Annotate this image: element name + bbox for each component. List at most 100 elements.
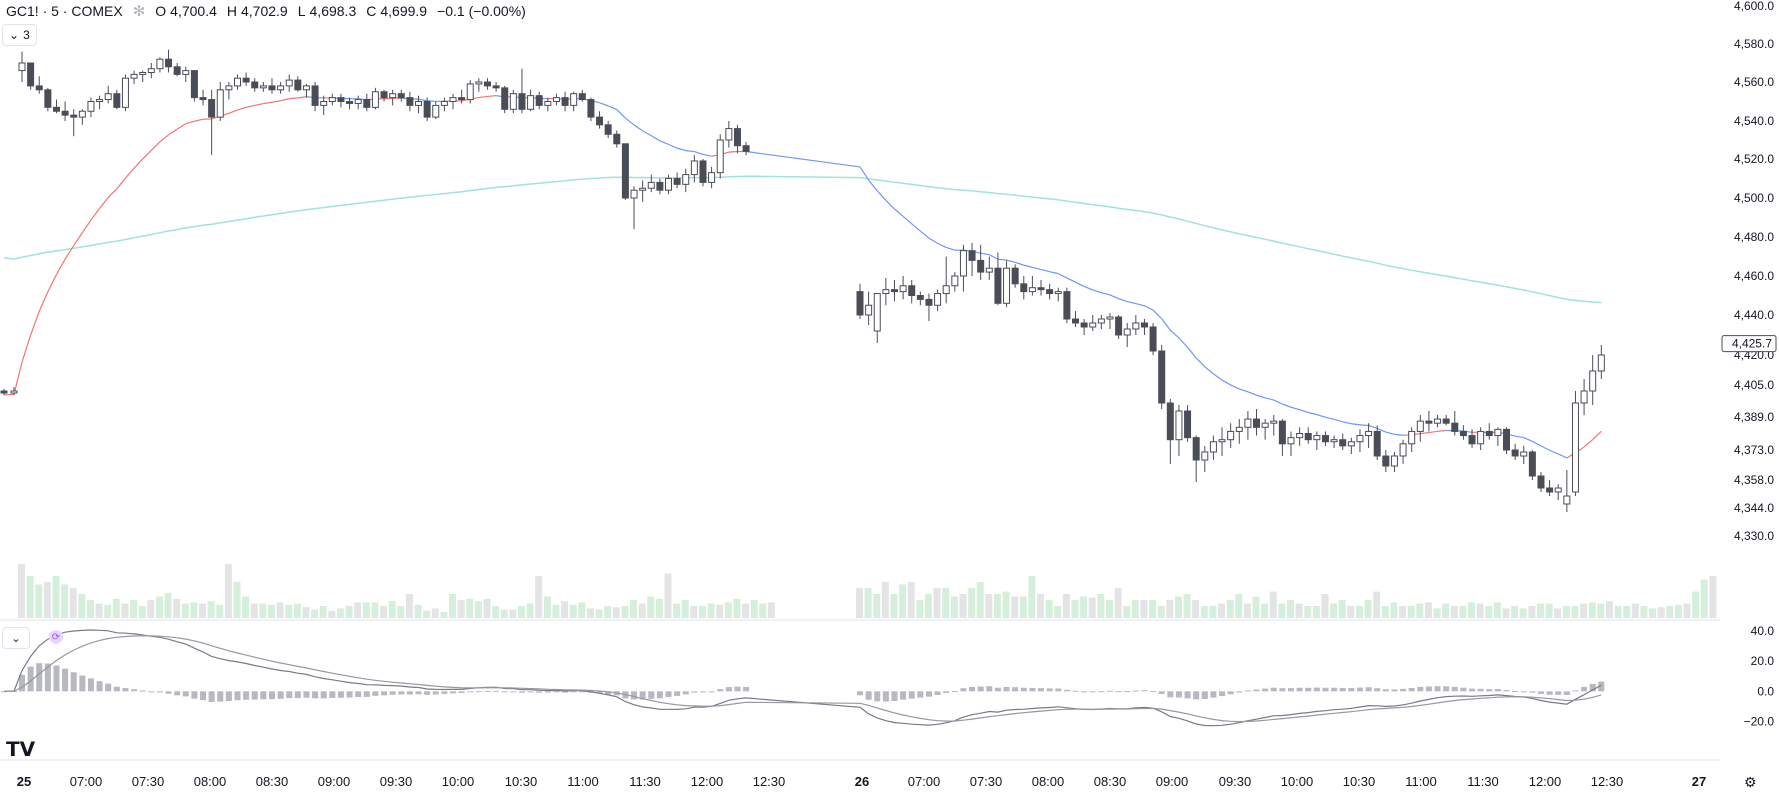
refresh-icon[interactable]: ⟳ [49,630,63,644]
ema-fast-segment [1333,418,1343,423]
ema-fast-segment [1273,399,1283,405]
volume-bar [242,596,250,618]
volume-bar [1209,606,1217,618]
symbol-title[interactable]: GC1! · 5 · COMEX [6,3,123,19]
ema-fast-segment [254,102,264,107]
candle-body [587,99,595,118]
volume-bar [1545,603,1553,618]
volume-bar [18,564,25,618]
volume-bar [112,598,120,618]
volume-bar [1287,600,1294,618]
macd-histogram-bar [1581,686,1588,692]
ema-slow-line [3,175,1602,304]
candle-body [596,116,604,126]
candle-body [1408,430,1416,445]
volume-bar [173,598,181,618]
candle-body [1115,316,1123,336]
candle-body [1494,428,1502,437]
volume-bar [181,603,189,618]
open-label: O [155,3,167,19]
candle-body [1287,437,1295,445]
macd-histogram-bar [1081,691,1088,693]
macd-histogram-bar [268,691,275,700]
macd-histogram-bar [277,691,284,699]
candle-body [1020,283,1028,293]
macd-histogram-bar [1158,691,1165,695]
ema-fast-segment [1557,453,1568,459]
macd-histogram-bar [1098,691,1105,693]
candle-body [1399,443,1407,457]
time-axis-label: 08:30 [1094,774,1127,789]
volume-bar [1278,603,1286,618]
candle-body [78,110,86,118]
macd-histogram-bar [1106,690,1113,692]
ema-fast-segment [133,158,144,169]
candle-body [865,304,873,316]
time-axis-label: 07:00 [908,774,941,789]
macd-histogram-bar [934,691,941,695]
ema-fast-segment [1394,433,1404,436]
volume-bar [1459,606,1467,618]
candle-body [1270,420,1278,424]
volume-bar [1200,606,1208,618]
ema-fast-segment [599,102,609,107]
change-value: −0.1 (−0.00%) [437,3,526,19]
macd-histogram-bar [113,686,120,692]
candle-body [52,106,60,112]
macd-histogram-bar [699,691,706,693]
macd-histogram-bar [691,691,698,693]
volume-bar [1054,606,1062,618]
macd-histogram-bar [36,663,43,692]
ema-fast-segment [150,141,161,151]
low-value: 4,698.3 [309,3,357,19]
market-status-icon[interactable]: ✻ [132,3,146,20]
ema-fast-segment [1127,301,1136,305]
open-value: 4,700.4 [170,3,217,19]
volume-bar [1304,606,1312,618]
ema-fast-segment [946,246,956,251]
volume-bar [121,603,129,618]
last-price-label: 4,425.7 [1732,337,1772,351]
volume-bar [733,598,741,618]
macd-histogram-bar [874,691,881,702]
ema-fast-segment [1532,440,1542,447]
macd-histogram-bar [1486,689,1493,692]
candle-body [1503,428,1510,451]
indicators-toggle-button[interactable]: ⌄ 3 [2,24,37,46]
volume-bar [1692,591,1700,618]
candle-body [561,97,569,106]
volume-bar [724,602,732,618]
macd-histogram-bar [734,686,741,692]
macd-histogram-bar [1400,688,1407,692]
ema-fast-segment [859,166,870,181]
volume-bar [1649,608,1657,618]
candle-body [173,66,181,75]
macd-collapse-button[interactable]: ⌄ [2,627,30,649]
volume-bar [1123,606,1131,618]
ema-fast-segment [1376,427,1387,433]
settings-gear-icon[interactable]: ⚙ [1744,774,1757,790]
macd-histogram-bar [725,687,732,692]
macd-histogram-bar [639,691,646,700]
tradingview-logo-icon[interactable]: 𝗧𝗩 [6,739,36,761]
volume-bar [1614,606,1622,618]
ema-fast-segment [142,150,152,160]
ema-fast-segment [1282,403,1292,408]
candle-body [916,295,924,300]
time-axis-label: 08:30 [256,774,289,789]
time-axis-label: 12:30 [753,774,786,789]
volume-bar [1243,603,1251,618]
price-tick-label: 4,330.0 [1734,529,1774,543]
ema-fast-segment [73,232,83,246]
volume-bar [1062,594,1070,618]
ema-fast-segment [1308,411,1318,416]
candle-body [742,145,750,152]
high-label: H [226,3,237,19]
price-tick-label: 4,540.0 [1734,114,1774,128]
volume-bar [638,603,646,618]
ema-fast-segment [1428,430,1438,434]
macd-histogram-bar [1270,687,1277,692]
macd-histogram-bar [665,691,672,697]
volume-bar [1562,606,1570,618]
